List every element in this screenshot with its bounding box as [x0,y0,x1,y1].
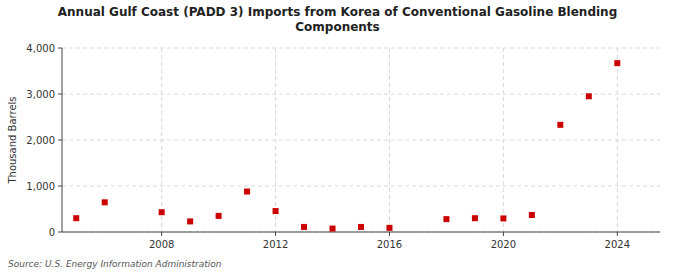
point [273,208,279,214]
point [557,122,563,128]
point [586,93,592,99]
grid-line-y [62,232,660,233]
grid-line-x [617,48,618,232]
y-axis-label: Thousand Barrels [7,96,18,184]
grid-line-y [62,48,660,49]
grid-line-x [389,48,390,232]
grid-line-x [503,48,504,232]
y-tick-label: 0 [49,227,55,238]
x-tick [617,232,618,236]
x-tick-label: 2024 [605,239,630,250]
grid-line-x [275,48,276,232]
y-tick [58,186,62,187]
point [102,199,108,205]
grid [62,48,660,232]
point [529,212,535,218]
point [614,60,620,66]
x-tick-label: 2012 [263,239,288,250]
point [244,189,250,195]
grid-line-y [62,140,660,141]
annotation: Source: U.S. Energy Information Administ… [8,259,222,269]
y-tick [58,140,62,141]
point [330,226,336,232]
y-tick [58,48,62,49]
point [216,213,222,219]
chart: Annual Gulf Coast (PADD 3) Imports from … [0,0,675,275]
point [472,215,478,221]
point [73,215,79,221]
x-axis-line [62,232,660,233]
chart-container: Annual Gulf Coast (PADD 3) Imports from … [0,0,675,275]
point [301,224,307,230]
x-tick [161,232,162,236]
y-tick [58,94,62,95]
title: Annual Gulf Coast (PADD 3) Imports from … [58,5,617,34]
points [73,60,620,231]
point [187,218,193,224]
grid-line-y [62,94,660,95]
point [358,224,364,230]
x-tick [503,232,504,236]
x-tick-label: 2008 [149,239,174,250]
x-tick [389,232,390,236]
y-tick-label: 4,000 [26,43,55,54]
y-tick-label: 1,000 [26,181,55,192]
x-tick-label: 2016 [377,239,402,250]
point [443,216,449,222]
y-tick-label: 3,000 [26,89,55,100]
point [159,209,165,215]
y-tick-label: 2,000 [26,135,55,146]
x-tick-label: 2020 [491,239,516,250]
grid-line-y [62,186,660,187]
y-tick [58,232,62,233]
point [500,215,506,221]
grid-line-x [161,48,162,232]
point [386,225,392,231]
x-tick [275,232,276,236]
